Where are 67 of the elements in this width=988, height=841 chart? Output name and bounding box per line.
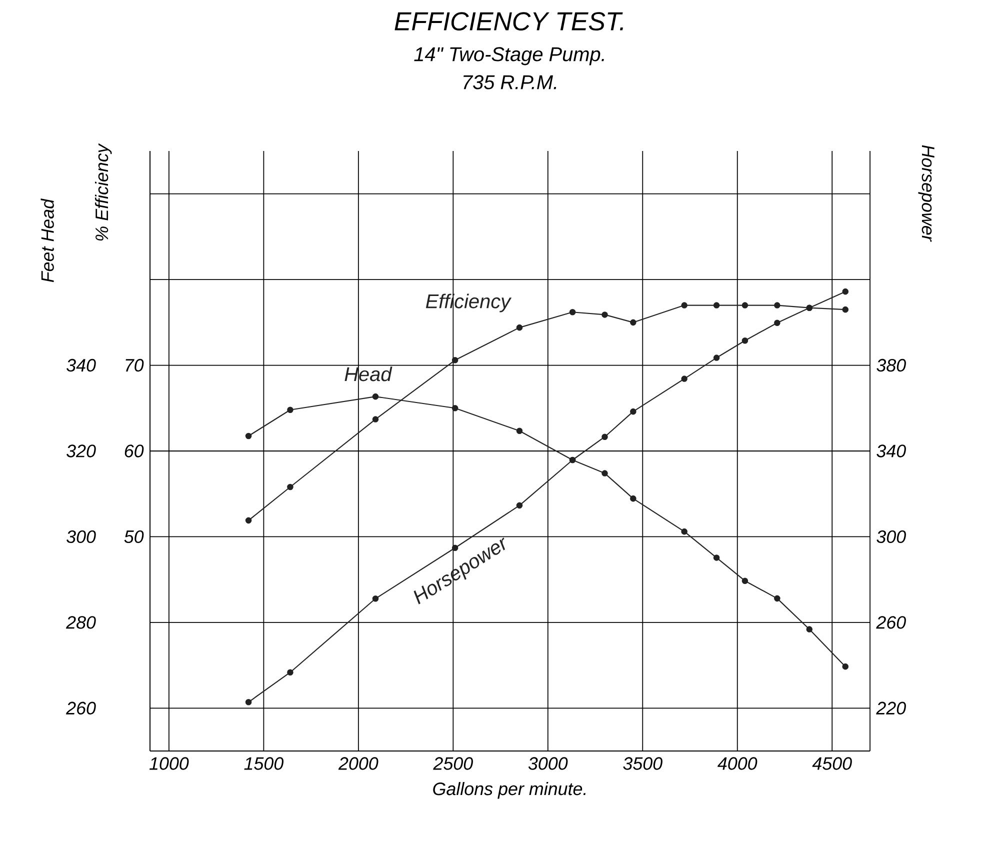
point	[774, 302, 780, 308]
point	[516, 502, 523, 509]
point	[452, 405, 458, 412]
point	[569, 456, 576, 464]
y-axis-title: Feet Head	[40, 198, 54, 282]
point	[742, 578, 748, 584]
point	[630, 495, 636, 502]
y-tick-label: 280	[66, 616, 96, 629]
point	[842, 663, 849, 670]
point	[602, 434, 608, 440]
y2-axis-title: Horsepower	[918, 145, 934, 242]
point	[602, 470, 608, 476]
point	[287, 669, 294, 676]
x-tick-label: 1500	[244, 757, 284, 770]
point	[806, 626, 813, 632]
point	[630, 319, 636, 326]
point	[516, 428, 523, 434]
x-tick-label: 4500	[812, 757, 852, 770]
point	[245, 699, 252, 706]
point	[842, 288, 849, 295]
point	[602, 312, 608, 318]
y2-tick-label: 300	[876, 530, 906, 544]
point	[842, 306, 849, 313]
point	[630, 408, 636, 415]
y3-tick-label: 50	[124, 530, 144, 544]
point	[681, 528, 688, 535]
y2-tick-label: 220	[876, 702, 906, 714]
point	[774, 320, 780, 326]
y3-tick-label: 70	[126, 358, 144, 372]
y3-axis-title: % Efficiency	[95, 143, 112, 241]
point	[569, 308, 576, 316]
y3-tick-label: 60	[124, 444, 144, 458]
point	[774, 595, 780, 602]
point	[806, 304, 813, 311]
point	[681, 302, 688, 308]
point	[742, 338, 748, 344]
point	[713, 354, 720, 361]
x-tick-label: 3000	[528, 757, 568, 770]
chart-subtitle: 14" Two-Stage Pump.	[414, 47, 604, 66]
y2-tick-label: 340	[876, 444, 906, 458]
point	[681, 376, 688, 382]
x-tick-label: 4000	[718, 757, 758, 770]
x-tick-label: 3500	[623, 757, 662, 770]
chart-title: EFFICIENCY TEST.	[394, 12, 623, 30]
point	[516, 324, 523, 331]
y-tick-label: 300	[66, 530, 96, 544]
x-axis-title: Gallons per minute.	[433, 782, 586, 799]
point	[287, 406, 294, 413]
text: 735 R.P.M.	[464, 75, 556, 90]
point	[713, 302, 720, 308]
y-tick-label: 260	[66, 702, 96, 714]
point	[372, 596, 379, 602]
point	[245, 432, 252, 440]
point	[245, 517, 252, 524]
point	[713, 554, 720, 561]
x-tick-label: 2000	[338, 757, 378, 770]
y-tick-label: 340	[66, 358, 96, 372]
y-tick-label: 320	[66, 444, 96, 458]
point	[452, 357, 458, 364]
x-tick-label: 2500	[433, 757, 473, 770]
point	[742, 302, 748, 308]
x-tick-label: 1000	[149, 757, 189, 770]
point	[372, 416, 379, 422]
y2-tick-label: 380	[876, 358, 906, 372]
point	[287, 484, 294, 490]
y2-tick-label: 260	[876, 616, 906, 629]
point	[372, 393, 379, 400]
